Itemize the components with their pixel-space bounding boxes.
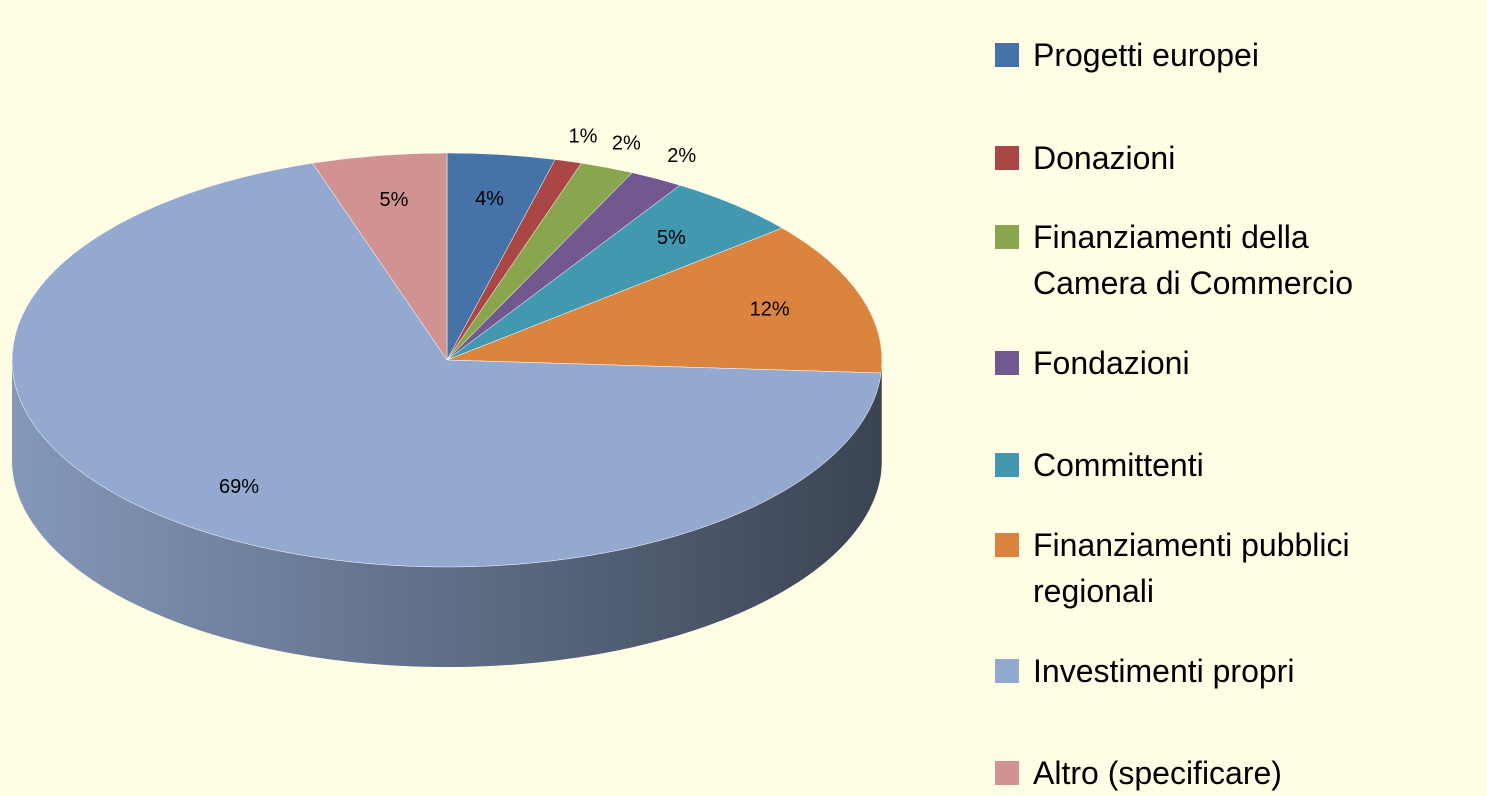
legend-item: Investimenti propri <box>995 648 1413 694</box>
pie-side-shade <box>12 360 882 667</box>
data-label: 1% <box>568 126 597 148</box>
legend-item: Progetti europei <box>995 32 1413 78</box>
legend-swatch <box>995 43 1019 67</box>
pie-side-shade <box>881 360 882 473</box>
data-label: 2% <box>667 145 696 167</box>
legend-swatch <box>995 761 1019 786</box>
pie-sides <box>12 360 882 667</box>
legend-label: Progetti europei <box>1033 37 1259 73</box>
legend-swatch <box>995 350 1019 375</box>
legend-item: Donazioni <box>995 135 1413 181</box>
data-label: 5% <box>379 189 408 211</box>
legend-item: Finanziamenti pubblici regionali <box>995 522 1413 614</box>
legend-swatch <box>995 658 1019 683</box>
legend-label: Committenti <box>1033 447 1204 484</box>
data-label: 12% <box>750 298 790 320</box>
legend-item: Altro (specificare) <box>995 750 1413 796</box>
legend-label: Donazioni <box>1033 139 1176 176</box>
pie-slice <box>11 162 882 568</box>
data-label: 69% <box>219 476 259 498</box>
data-label: 5% <box>657 227 686 249</box>
pie-slice <box>446 227 883 374</box>
legend-item: Fondazioni <box>995 340 1413 386</box>
legend-label: Finanziamenti pubblici regionali <box>1033 527 1350 609</box>
legend: Progetti europei Donazioni Finanziamenti d… <box>995 0 1487 795</box>
data-label: 4% <box>475 188 504 210</box>
legend-label: Fondazioni <box>1033 344 1190 381</box>
legend-swatch <box>995 145 1019 170</box>
legend-label: Altro (specificare) <box>1033 755 1282 792</box>
legend-label: Finanziamenti della Camera di Commercio <box>1033 219 1354 302</box>
data-label: 2% <box>612 133 641 155</box>
legend-label: Investimenti propri <box>1033 652 1295 689</box>
chart: 4% 1% 2% 2% 5% 12% 69% 5% <box>11 126 883 667</box>
legend-item: Committenti <box>995 442 1413 488</box>
legend-swatch <box>995 453 1019 478</box>
pie-slice <box>312 152 448 361</box>
legend-swatch <box>995 533 1019 557</box>
legend-item: Finanziamenti della Camera di Commercio <box>995 214 1413 306</box>
legend-swatch <box>995 225 1019 250</box>
